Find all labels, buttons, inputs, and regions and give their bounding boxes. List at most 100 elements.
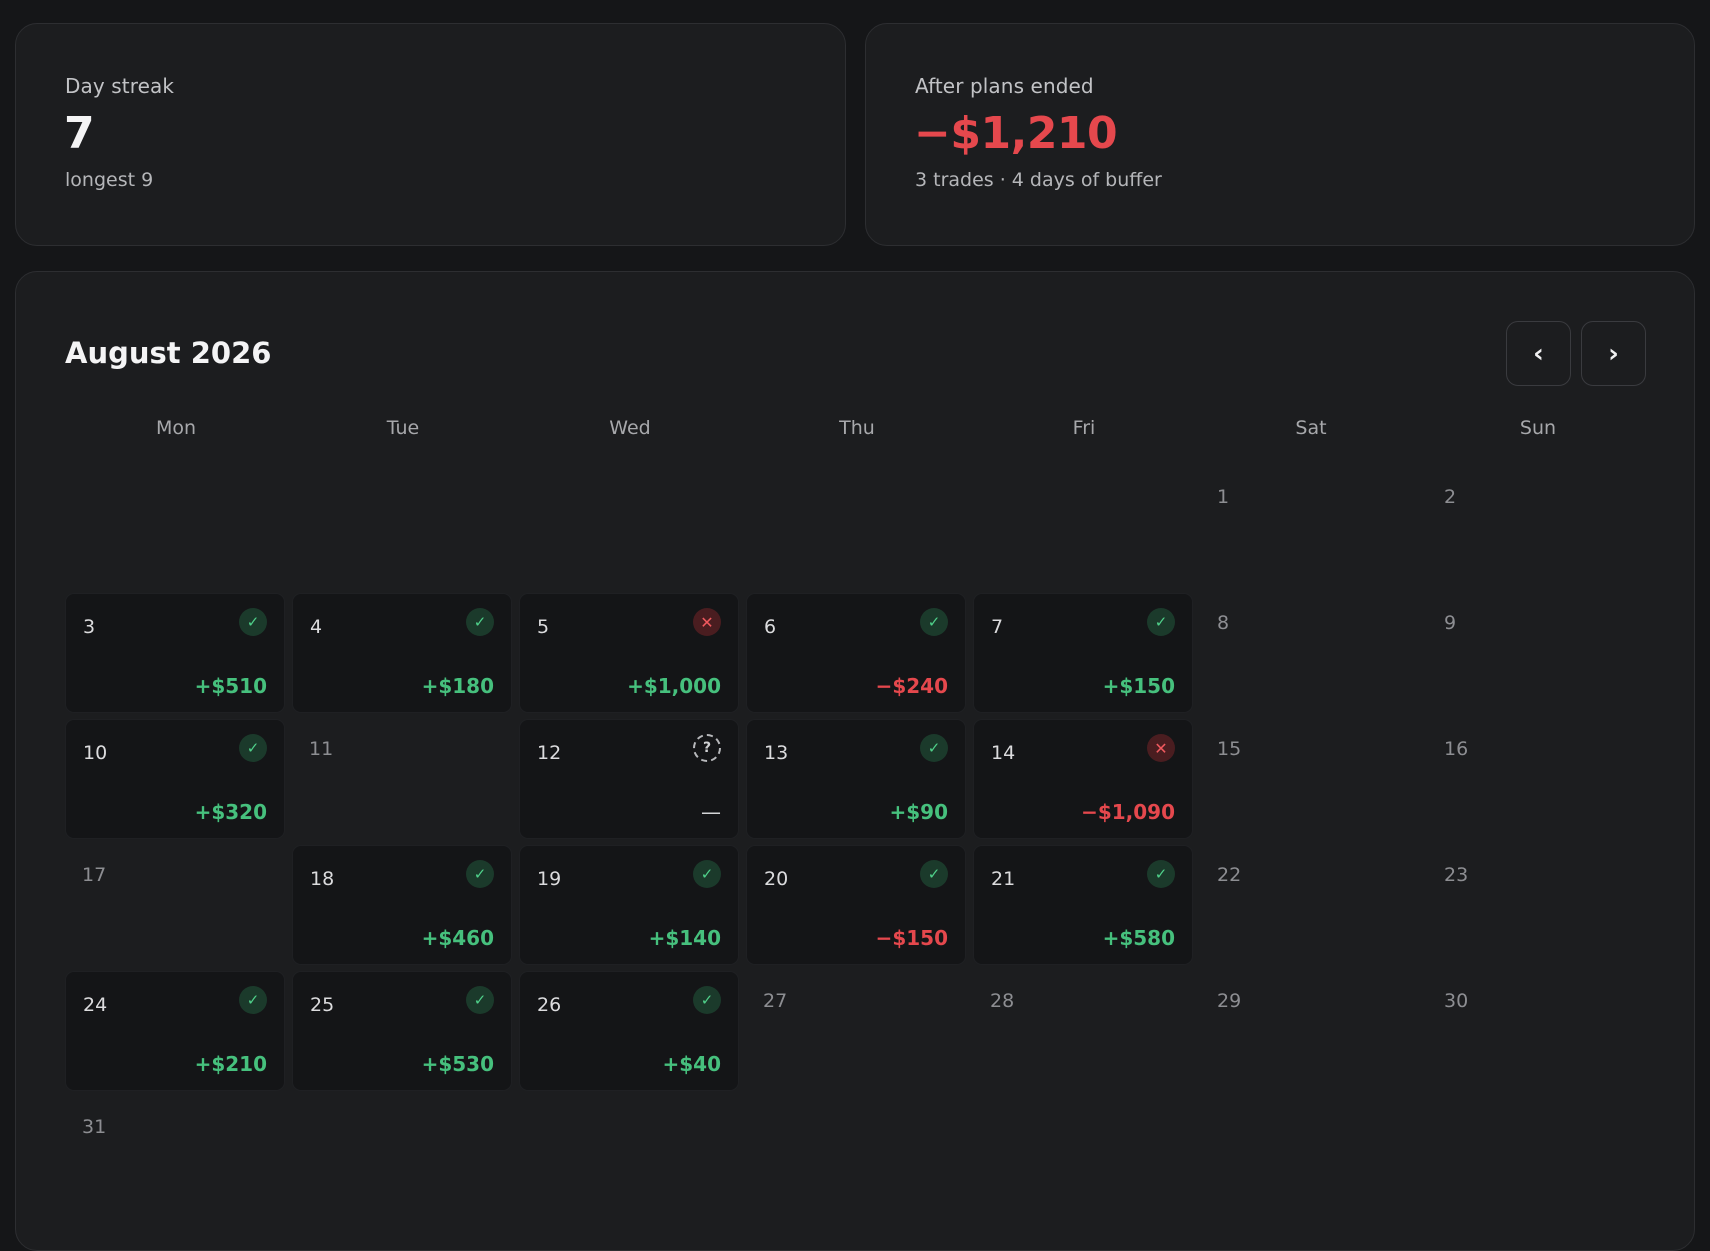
day-number: 2 [1444, 486, 1457, 508]
weekday-tue: Tue [386, 417, 420, 439]
calendar-day-30[interactable]: 30 [1427, 971, 1647, 1091]
day-number: 24 [83, 994, 108, 1016]
calendar-day-11[interactable]: 11 [292, 719, 512, 839]
calendar-day-31[interactable]: 31 [65, 1097, 285, 1217]
check-icon: ✓ [466, 608, 494, 636]
check-icon: ✓ [466, 860, 494, 888]
check-icon: ✓ [920, 608, 948, 636]
day-pnl: +$140 [648, 926, 721, 950]
day-number: 29 [1217, 990, 1242, 1012]
calendar-day-22[interactable]: 22 [1200, 845, 1420, 965]
calendar-day-28[interactable]: 28 [973, 971, 1193, 1091]
check-icon: ✓ [466, 986, 494, 1014]
day-pnl: +$150 [1102, 674, 1175, 698]
calendar-day-13[interactable]: 13 ✓ +$90 [746, 719, 966, 839]
day-pnl: +$510 [194, 674, 267, 698]
calendar-day-20[interactable]: 20 ✓ −$150 [746, 845, 966, 965]
check-icon: ✓ [693, 986, 721, 1014]
question-icon: ? [693, 734, 721, 762]
x-icon: ✕ [1147, 734, 1175, 762]
check-icon: ✓ [920, 734, 948, 762]
calendar-day-26[interactable]: 26 ✓ +$40 [519, 971, 739, 1091]
weekday-sun: Sun [1519, 417, 1557, 439]
day-pnl: +$180 [421, 674, 494, 698]
day-pnl: +$460 [421, 926, 494, 950]
day-number: 19 [537, 868, 562, 890]
day-pnl: +$40 [662, 1052, 721, 1076]
calendar-day-19[interactable]: 19 ✓ +$140 [519, 845, 739, 965]
day-number: 31 [82, 1116, 107, 1138]
check-icon: ✓ [239, 608, 267, 636]
day-number: 6 [764, 616, 777, 638]
calendar-day-8[interactable]: 8 [1200, 593, 1420, 713]
day-number: 12 [537, 742, 562, 764]
weekday-fri: Fri [1072, 417, 1096, 439]
day-number: 22 [1217, 864, 1242, 886]
calendar-day-29[interactable]: 29 [1200, 971, 1420, 1091]
day-pnl: −$240 [875, 674, 948, 698]
calendar-day-7[interactable]: 7 ✓ +$150 [973, 593, 1193, 713]
calendar-day-27[interactable]: 27 [746, 971, 966, 1091]
day-pnl: +$1,000 [627, 674, 721, 698]
calendar-day-16[interactable]: 16 [1427, 719, 1647, 839]
calendar-day-23[interactable]: 23 [1427, 845, 1647, 965]
calendar-day-5[interactable]: 5 ✕ +$1,000 [519, 593, 739, 713]
calendar-day-1[interactable]: 1 [1200, 467, 1420, 587]
day-number: 27 [763, 990, 788, 1012]
calendar-day-17[interactable]: 17 [65, 845, 285, 965]
calendar-day-14[interactable]: 14 ✕ −$1,090 [973, 719, 1193, 839]
day-pnl: +$90 [889, 800, 948, 824]
day-streak-value: 7 [64, 108, 95, 159]
calendar-day-21[interactable]: 21 ✓ +$580 [973, 845, 1193, 965]
check-icon: ✓ [693, 860, 721, 888]
calendar-day-2[interactable]: 2 [1427, 467, 1647, 587]
calendar-day-9[interactable]: 9 [1427, 593, 1647, 713]
weekday-wed: Wed [609, 417, 651, 439]
day-number: 28 [990, 990, 1015, 1012]
day-number: 18 [310, 868, 335, 890]
after-plans-summary: 3 trades · 4 days of buffer [915, 169, 1162, 191]
calendar-day-6[interactable]: 6 ✓ −$240 [746, 593, 966, 713]
calendar-month-title: August 2026 [65, 336, 272, 370]
day-pnl: −$1,090 [1081, 800, 1175, 824]
calendar-day-25[interactable]: 25 ✓ +$530 [292, 971, 512, 1091]
next-month-button[interactable]: › [1581, 321, 1646, 386]
day-number: 10 [83, 742, 108, 764]
calendar-day-24[interactable]: 24 ✓ +$210 [65, 971, 285, 1091]
day-number: 7 [991, 616, 1004, 638]
day-number: 5 [537, 616, 550, 638]
calendar-day-15[interactable]: 15 [1200, 719, 1420, 839]
day-number: 13 [764, 742, 789, 764]
previous-month-button[interactable]: ‹ [1506, 321, 1571, 386]
calendar-day-18[interactable]: 18 ✓ +$460 [292, 845, 512, 965]
calendar-day-3[interactable]: 3 ✓ +$510 [65, 593, 285, 713]
day-number: 17 [82, 864, 107, 886]
day-streak-label: Day streak [65, 74, 175, 98]
x-icon: ✕ [693, 608, 721, 636]
calendar-day-4[interactable]: 4 ✓ +$180 [292, 593, 512, 713]
weekday-thu: Thu [839, 417, 875, 439]
day-number: 4 [310, 616, 323, 638]
day-number: 8 [1217, 612, 1230, 634]
day-streak-card: Day streak 7 longest 9 [15, 23, 846, 246]
day-number: 9 [1444, 612, 1457, 634]
check-icon: ✓ [920, 860, 948, 888]
day-pnl: +$210 [194, 1052, 267, 1076]
calendar-day-10[interactable]: 10 ✓ +$320 [65, 719, 285, 839]
day-number: 26 [537, 994, 562, 1016]
weekday-mon: Mon [155, 417, 197, 439]
day-pnl: +$320 [194, 800, 267, 824]
chevron-left-icon: ‹ [1533, 338, 1544, 369]
weekday-sat: Sat [1295, 417, 1327, 439]
day-number: 25 [310, 994, 335, 1016]
day-number: 20 [764, 868, 789, 890]
day-number: 1 [1217, 486, 1230, 508]
longest-streak-text: longest 9 [65, 169, 154, 191]
day-pnl: +$580 [1102, 926, 1175, 950]
day-number: 16 [1444, 738, 1469, 760]
chevron-right-icon: › [1608, 338, 1619, 369]
day-number: 23 [1444, 864, 1469, 886]
calendar-day-12[interactable]: 12? — [519, 719, 739, 839]
day-number: 14 [991, 742, 1016, 764]
day-pnl: +$530 [421, 1052, 494, 1076]
